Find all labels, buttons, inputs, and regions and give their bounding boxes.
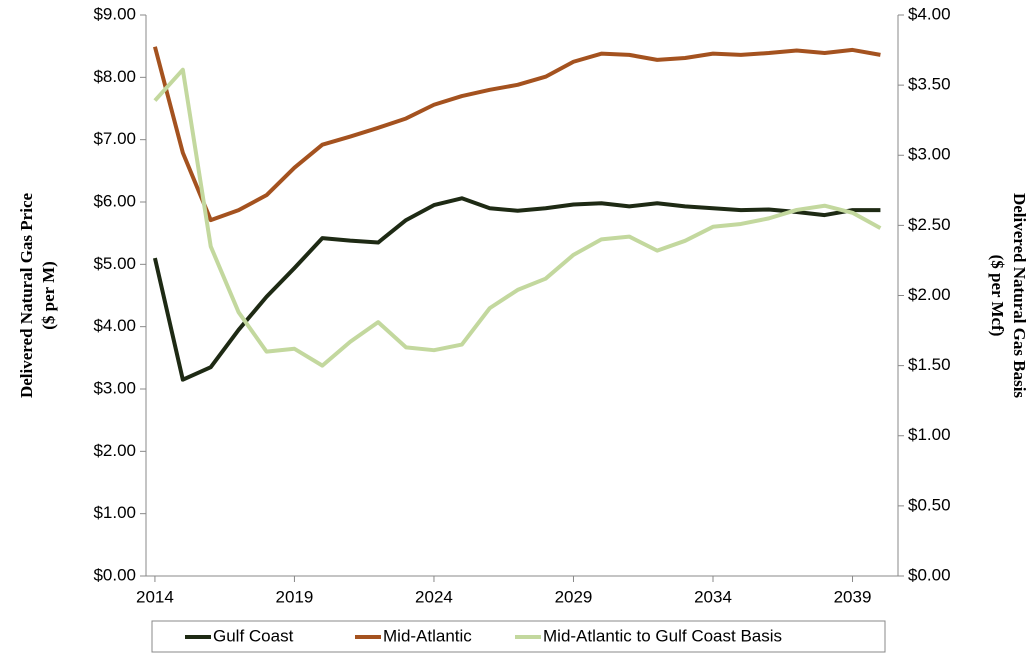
y-tick-label: $2.00 <box>93 441 136 460</box>
y-axis-title: Delivered Natural Gas Price ($ per M) <box>17 193 58 399</box>
y-tick-label: $7.00 <box>93 129 136 148</box>
series-line <box>152 46 881 223</box>
y2-tick-label: $2.50 <box>908 215 951 234</box>
x-tick-label: 2024 <box>415 587 453 606</box>
series-line <box>153 67 882 368</box>
y-tick-label: $5.00 <box>93 254 136 273</box>
x-tick-label: 2034 <box>694 587 732 606</box>
legend-label: Gulf Coast <box>213 626 294 645</box>
y2-tick-label: $4.00 <box>908 4 951 23</box>
y-tick-label: $6.00 <box>93 191 136 210</box>
y-tick-label: $9.00 <box>93 4 136 23</box>
legend-label: Mid-Atlantic to Gulf Coast Basis <box>543 626 782 645</box>
x-tick-label: 2029 <box>555 587 593 606</box>
y2-tick-label: $1.50 <box>908 355 951 374</box>
y-tick-label: $3.00 <box>93 378 136 397</box>
y2-tick-label: $0.50 <box>908 495 951 514</box>
y2-tick-label: $2.00 <box>908 285 951 304</box>
legend-label: Mid-Atlantic <box>383 626 472 645</box>
y2-tick-label: $1.00 <box>908 425 951 444</box>
y2-tick-label: $0.00 <box>908 565 951 584</box>
y-axis-title-line: Delivered Natural Gas Price <box>17 193 36 399</box>
y-axis-title-line: ($ per M) <box>39 261 58 330</box>
x-tick-label: 2014 <box>136 587 174 606</box>
y2-axis-title-line: Delivered Natural Gas Basis <box>1010 193 1029 398</box>
x-tick-label: 2039 <box>834 587 872 606</box>
x-tick-label: 2019 <box>276 587 314 606</box>
y2-axis-title: Delivered Natural Gas Basis($ per Mcf) <box>988 193 1029 398</box>
y-tick-label: $4.00 <box>93 316 136 335</box>
y2-tick-label: $3.50 <box>908 75 951 94</box>
series-line <box>152 196 881 382</box>
y2-axis-title-line: ($ per Mcf) <box>988 255 1007 337</box>
y-tick-label: $8.00 <box>93 67 136 86</box>
y-tick-label: $1.00 <box>93 503 136 522</box>
y-tick-label: $0.00 <box>93 565 136 584</box>
y2-tick-label: $3.00 <box>908 145 951 164</box>
